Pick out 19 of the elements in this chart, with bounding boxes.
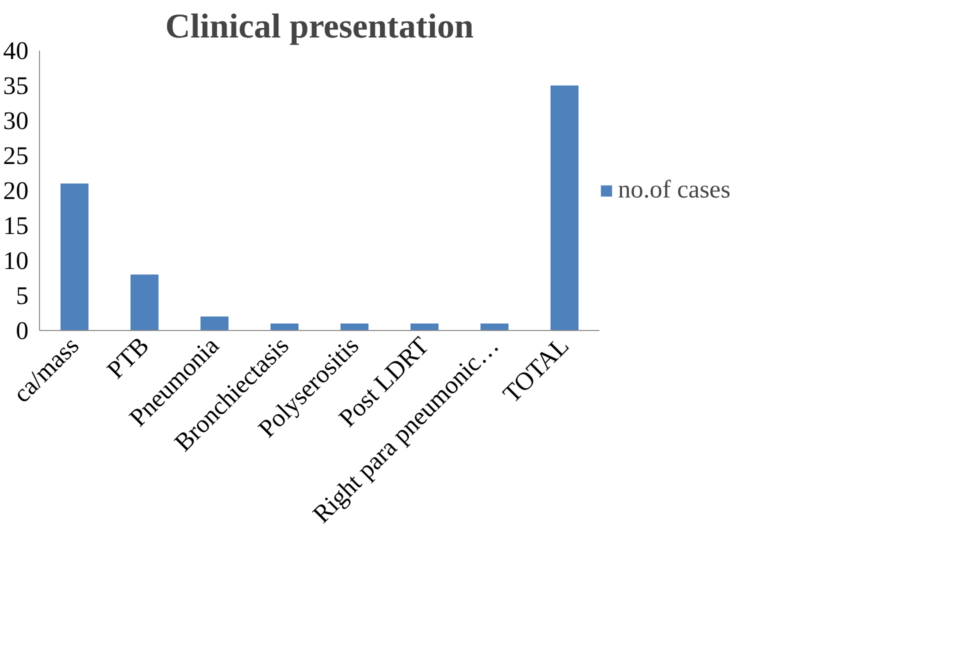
y-tick-label: 25 xyxy=(3,142,28,170)
bar xyxy=(340,324,368,330)
bar xyxy=(60,184,88,330)
legend-label: no.of cases xyxy=(618,176,731,204)
bar xyxy=(550,86,578,330)
bar xyxy=(410,324,438,330)
y-tick-label: 20 xyxy=(3,177,28,205)
y-tick-label: 30 xyxy=(3,107,28,135)
y-tick-label: 35 xyxy=(3,72,28,100)
y-tick-label: 5 xyxy=(16,282,29,310)
y-tick-label: 15 xyxy=(3,212,28,240)
y-tick-label: 10 xyxy=(3,247,28,275)
bar xyxy=(200,316,228,330)
bar xyxy=(480,324,508,330)
bar xyxy=(270,324,298,330)
chart-title: Clinical presentation xyxy=(165,8,474,46)
y-tick-label: 0 xyxy=(16,317,29,345)
bar xyxy=(130,274,158,330)
y-tick-label: 40 xyxy=(3,37,28,65)
